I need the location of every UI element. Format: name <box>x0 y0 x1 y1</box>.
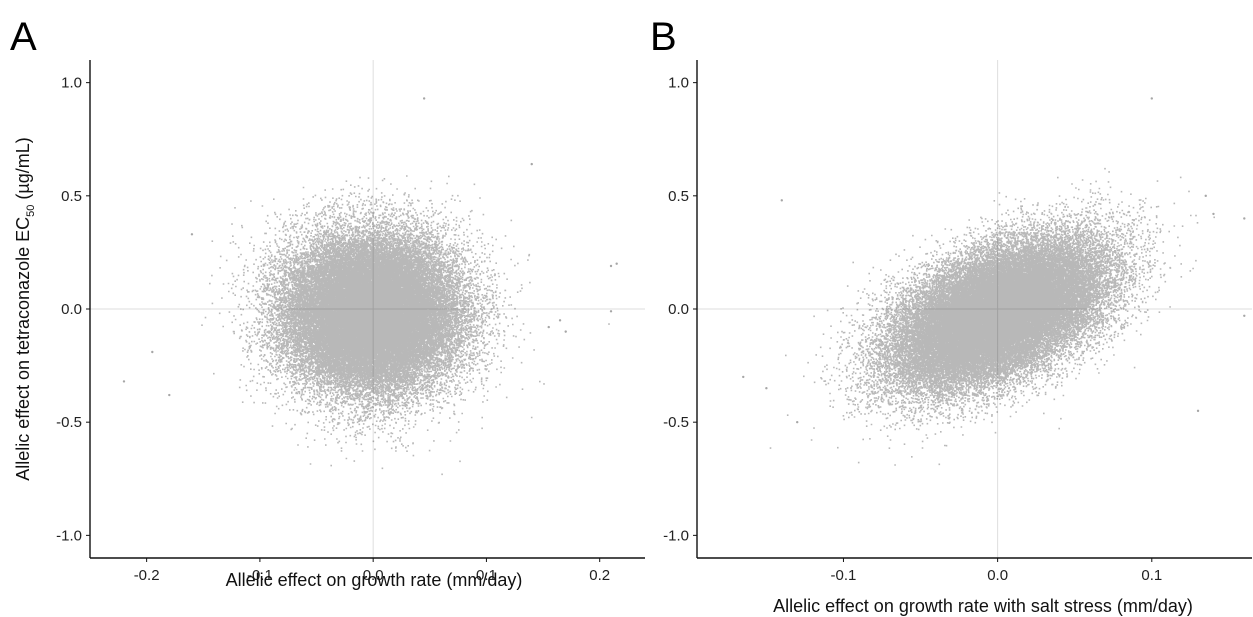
panel-a-y-tick-label: 1.0 <box>61 75 82 92</box>
panel-a-x-tick-label: 0.0 <box>363 567 384 584</box>
panel-a-outlier-point <box>530 162 533 166</box>
panel-a-outlier-point <box>609 264 613 268</box>
panel-b-outlier-point <box>1243 217 1246 220</box>
panel-a-outlier-point <box>558 319 562 322</box>
panel-a-y-axis-title: Allelic effect on tetraconazole EC50 (µg… <box>13 137 37 480</box>
panel-a-outlier-point <box>190 233 194 236</box>
panel-b: B -0.1 0.0 0.1 -1.0 -0.5 0.0 0.5 1.0 Allelic ef… <box>650 15 1252 616</box>
panel-a-y-tick-label: 0.0 <box>61 301 82 318</box>
panel-b-outlier-point <box>1196 409 1200 413</box>
panel-b-y-tick-label: 0.0 <box>668 301 689 318</box>
panel-b-letter: B <box>650 15 677 59</box>
panel-a: A -0.2 -0.1 0.0 0.1 0.2 -1.0 -0.5 0.0 0.5 1.0 All… <box>10 15 645 590</box>
panel-a-outlier-point <box>122 380 126 383</box>
panel-b-y-tick-label: -0.5 <box>663 414 689 431</box>
panel-b-x-tick-label: 0.1 <box>1141 567 1162 584</box>
panel-b-ticks: -0.1 0.0 0.1 -1.0 -0.5 0.0 0.5 1.0 <box>663 75 1162 584</box>
panel-a-x-tick-label: -0.1 <box>247 567 273 584</box>
panel-a-x-tick-label: 0.1 <box>476 567 497 584</box>
panel-a-outlier-point <box>609 310 613 313</box>
panel-b-point-cloud <box>769 167 1215 466</box>
panel-b-x-axis-title: Allelic effect on growth rate with salt … <box>773 596 1193 616</box>
panel-a-outlier-point <box>564 330 567 333</box>
panel-b-points <box>742 97 1246 466</box>
panel-b-outlier-point <box>765 387 768 390</box>
panel-a-x-tick-label: 0.2 <box>589 567 610 584</box>
panel-b-outlier-point <box>1204 194 1207 198</box>
panel-a-outlier-point <box>151 350 154 354</box>
panel-b-outlier-point <box>1212 212 1215 216</box>
panel-b-outlier-point <box>742 375 745 379</box>
panel-a-y-tick-label: -1.0 <box>56 527 82 544</box>
panel-b-y-tick-label: -1.0 <box>663 527 689 544</box>
panel-b-outlier-point <box>1150 97 1153 100</box>
panel-a-points <box>122 97 618 476</box>
panel-a-x-axis-title: Allelic effect on growth rate (mm/day) <box>226 570 523 590</box>
panel-b-outlier-point <box>1243 314 1246 317</box>
panel-a-outlier-point <box>168 393 171 397</box>
panel-a-y-axis-title-main: Allelic effect on tetraconazole EC <box>13 217 33 481</box>
panel-b-x-tick-label: -0.1 <box>831 567 857 584</box>
panel-a-letter: A <box>10 15 37 59</box>
panel-b-outlier-point <box>796 420 799 424</box>
panel-b-outlier-point <box>780 199 783 202</box>
panel-a-y-tick-label: 0.5 <box>61 188 82 205</box>
panel-a-outlier-point <box>547 325 550 329</box>
panel-a-y-tick-label: -0.5 <box>56 414 82 431</box>
panel-a-y-axis-title-subscript: 50 <box>25 205 37 217</box>
panel-a-point-cloud <box>201 175 610 476</box>
panel-b-y-tick-label: 0.5 <box>668 188 689 205</box>
panel-b-x-tick-label: 0.0 <box>987 567 1008 584</box>
panel-a-x-tick-label: -0.2 <box>134 567 160 584</box>
panel-a-ticks: -0.2 -0.1 0.0 0.1 0.2 -1.0 -0.5 0.0 0.5 1.0 <box>56 75 610 584</box>
panel-a-y-axis-title-unit: (µg/mL) <box>13 137 33 204</box>
panel-a-outlier-point <box>422 97 426 100</box>
panel-a-outlier-point <box>615 262 618 265</box>
panel-b-y-tick-label: 1.0 <box>668 75 689 92</box>
